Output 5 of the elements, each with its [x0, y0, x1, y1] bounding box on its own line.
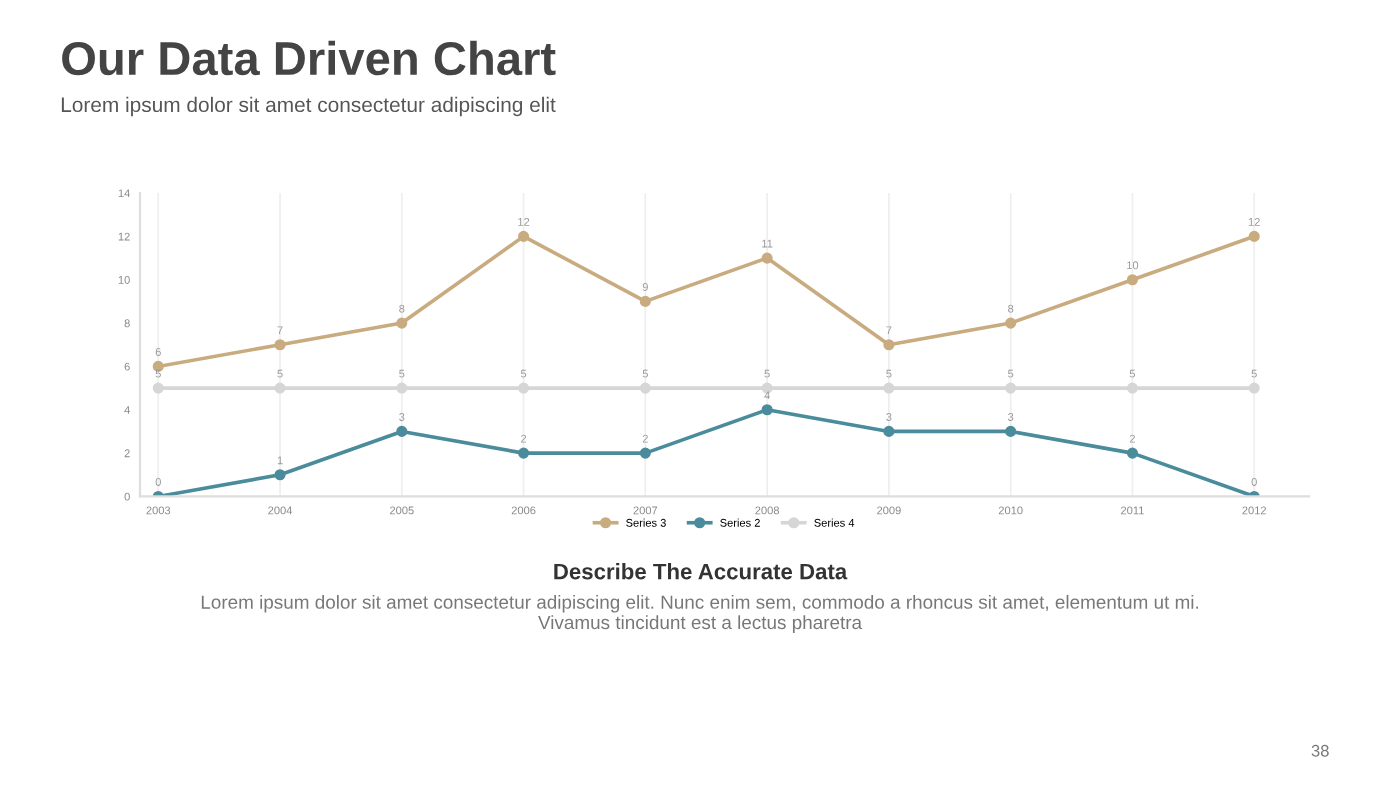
chart-title: Our Data Driven Chart: [62, 40, 556, 76]
chart-subtitle: Lorem ipsum dolor sit amet consectetur adipiscing elit: [61, 96, 556, 117]
text: Describe The Accurate Data: [554, 563, 848, 580]
text: 38: [1311, 744, 1329, 757]
text: Lorem ipsum dolor sit amet consectetur adipiscing elit. Nunc enim sem, commodo a rhoncus sit amet, elementum ut mi. Vivamus tincidunt est a lectus pharetra: [201, 594, 1199, 633]
